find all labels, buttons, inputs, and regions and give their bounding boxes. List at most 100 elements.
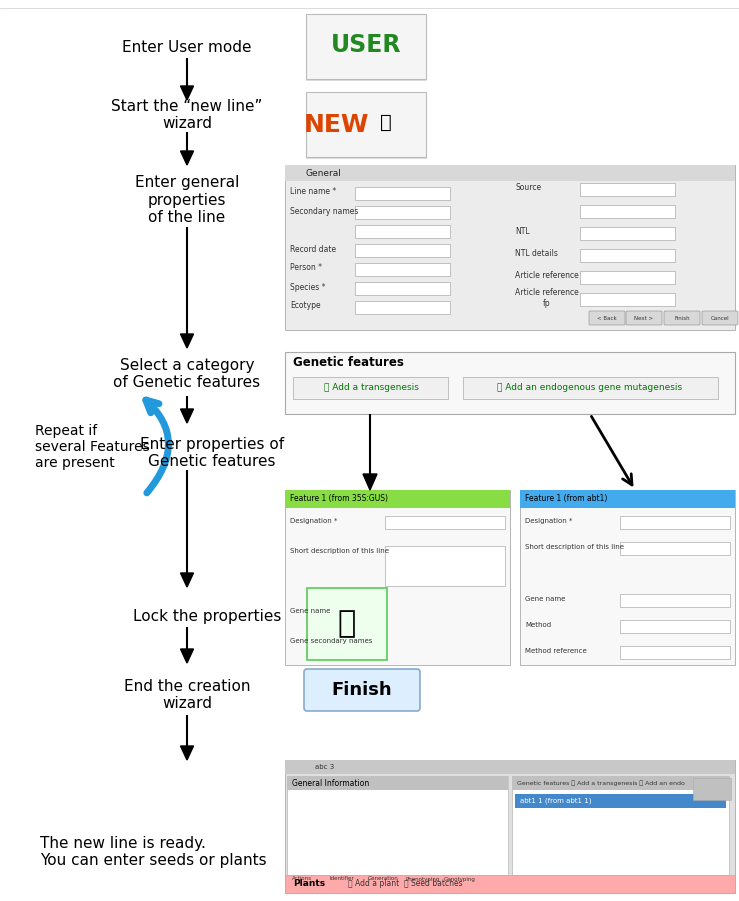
Text: The new line is ready.
You can enter seeds or plants: The new line is ready. You can enter see… bbox=[40, 836, 267, 869]
FancyBboxPatch shape bbox=[580, 183, 675, 196]
Text: 🔓: 🔓 bbox=[338, 609, 356, 639]
FancyBboxPatch shape bbox=[385, 546, 505, 586]
FancyBboxPatch shape bbox=[580, 227, 675, 240]
FancyBboxPatch shape bbox=[285, 760, 735, 893]
FancyBboxPatch shape bbox=[512, 776, 729, 875]
FancyBboxPatch shape bbox=[285, 490, 510, 665]
FancyBboxPatch shape bbox=[306, 14, 426, 79]
Text: NTL: NTL bbox=[515, 227, 530, 236]
Text: ➕ Add an endogenous gene mutagenesis: ➕ Add an endogenous gene mutagenesis bbox=[497, 384, 683, 393]
Text: ➕ Add a transgenesis: ➕ Add a transgenesis bbox=[324, 384, 418, 393]
Polygon shape bbox=[180, 746, 194, 760]
FancyBboxPatch shape bbox=[355, 206, 450, 219]
Text: Line name *: Line name * bbox=[290, 187, 336, 196]
Text: Source: Source bbox=[515, 184, 541, 193]
Text: Method reference: Method reference bbox=[525, 648, 587, 654]
Text: abt1 1 (from abt1 1): abt1 1 (from abt1 1) bbox=[520, 797, 591, 805]
Text: Cancel: Cancel bbox=[711, 315, 729, 321]
Text: Gene name: Gene name bbox=[290, 608, 330, 614]
FancyBboxPatch shape bbox=[285, 875, 735, 893]
Text: < Back: < Back bbox=[597, 315, 617, 321]
Polygon shape bbox=[180, 151, 194, 165]
Text: Designation *: Designation * bbox=[525, 518, 573, 524]
FancyBboxPatch shape bbox=[287, 776, 508, 875]
FancyBboxPatch shape bbox=[664, 311, 700, 325]
FancyBboxPatch shape bbox=[285, 490, 510, 508]
FancyBboxPatch shape bbox=[306, 92, 426, 157]
FancyBboxPatch shape bbox=[580, 249, 675, 262]
Text: Finish: Finish bbox=[674, 315, 689, 321]
FancyBboxPatch shape bbox=[580, 293, 675, 306]
Text: Gene secondary names: Gene secondary names bbox=[290, 638, 372, 644]
FancyBboxPatch shape bbox=[285, 165, 735, 181]
Text: Repeat if
several Features
are present: Repeat if several Features are present bbox=[35, 423, 150, 470]
Polygon shape bbox=[180, 409, 194, 423]
Text: ➕ Add a plant  🌱 Seed batches: ➕ Add a plant 🌱 Seed batches bbox=[347, 879, 463, 888]
FancyBboxPatch shape bbox=[307, 588, 387, 660]
FancyBboxPatch shape bbox=[512, 776, 729, 790]
FancyBboxPatch shape bbox=[285, 760, 735, 774]
FancyBboxPatch shape bbox=[520, 490, 735, 665]
Text: Genetic features: Genetic features bbox=[293, 357, 404, 369]
Text: Enter properties of
Genetic features: Enter properties of Genetic features bbox=[140, 437, 284, 469]
FancyBboxPatch shape bbox=[287, 776, 508, 790]
FancyBboxPatch shape bbox=[515, 794, 726, 808]
Text: 🌺: 🌺 bbox=[380, 113, 392, 132]
Text: Genetic features ➕ Add a transgenesis ➕ Add an endo: Genetic features ➕ Add a transgenesis ➕ … bbox=[517, 780, 685, 786]
Text: Next >: Next > bbox=[635, 315, 653, 321]
FancyBboxPatch shape bbox=[385, 516, 505, 529]
FancyBboxPatch shape bbox=[580, 271, 675, 284]
FancyBboxPatch shape bbox=[285, 352, 735, 414]
FancyBboxPatch shape bbox=[463, 377, 718, 399]
Polygon shape bbox=[363, 474, 377, 490]
Text: Article reference
fp: Article reference fp bbox=[515, 288, 579, 308]
Text: General Information: General Information bbox=[292, 778, 370, 787]
Text: Finish: Finish bbox=[332, 681, 392, 699]
Text: Feature 1 (from 35S:GUS): Feature 1 (from 35S:GUS) bbox=[290, 495, 388, 504]
FancyBboxPatch shape bbox=[626, 311, 662, 325]
Text: Gene name: Gene name bbox=[525, 596, 565, 602]
Text: abc 3: abc 3 bbox=[315, 764, 334, 770]
Text: Generation: Generation bbox=[368, 877, 399, 881]
Text: Enter User mode: Enter User mode bbox=[122, 41, 252, 56]
FancyBboxPatch shape bbox=[355, 187, 450, 200]
FancyBboxPatch shape bbox=[702, 311, 738, 325]
FancyBboxPatch shape bbox=[520, 490, 735, 508]
Polygon shape bbox=[180, 573, 194, 587]
FancyBboxPatch shape bbox=[355, 244, 450, 257]
FancyBboxPatch shape bbox=[620, 646, 730, 659]
Text: Designation *: Designation * bbox=[290, 518, 338, 524]
Text: Person *: Person * bbox=[290, 263, 322, 272]
FancyBboxPatch shape bbox=[355, 263, 450, 276]
Polygon shape bbox=[180, 334, 194, 348]
Text: Phenotyping: Phenotyping bbox=[406, 877, 440, 881]
Polygon shape bbox=[180, 86, 194, 100]
FancyBboxPatch shape bbox=[355, 225, 450, 238]
FancyBboxPatch shape bbox=[580, 205, 675, 218]
Text: General: General bbox=[305, 168, 341, 177]
Text: Article reference: Article reference bbox=[515, 271, 579, 280]
Text: Ecotype: Ecotype bbox=[290, 302, 321, 311]
Text: Plants: Plants bbox=[293, 879, 325, 888]
FancyBboxPatch shape bbox=[589, 311, 625, 325]
Text: Short description of this line: Short description of this line bbox=[290, 548, 389, 554]
Text: Select a category
of Genetic features: Select a category of Genetic features bbox=[114, 358, 261, 390]
Text: Genotyping: Genotyping bbox=[444, 877, 476, 881]
Text: Enter general
properties
of the line: Enter general properties of the line bbox=[134, 175, 239, 225]
FancyBboxPatch shape bbox=[285, 165, 735, 330]
Text: Record date: Record date bbox=[290, 244, 336, 253]
FancyBboxPatch shape bbox=[620, 594, 730, 607]
Text: Secondary names: Secondary names bbox=[290, 206, 358, 215]
FancyBboxPatch shape bbox=[620, 542, 730, 555]
FancyBboxPatch shape bbox=[620, 516, 730, 529]
Text: Species *: Species * bbox=[290, 283, 325, 292]
Text: Start the “new line”
wizard: Start the “new line” wizard bbox=[112, 99, 262, 132]
Text: NEW: NEW bbox=[303, 113, 369, 136]
Text: NTL details: NTL details bbox=[515, 250, 558, 259]
Text: Lock the properties: Lock the properties bbox=[133, 609, 281, 624]
Text: Method: Method bbox=[525, 622, 551, 628]
FancyBboxPatch shape bbox=[355, 282, 450, 295]
FancyBboxPatch shape bbox=[304, 669, 420, 711]
FancyBboxPatch shape bbox=[693, 778, 731, 800]
FancyBboxPatch shape bbox=[620, 620, 730, 633]
